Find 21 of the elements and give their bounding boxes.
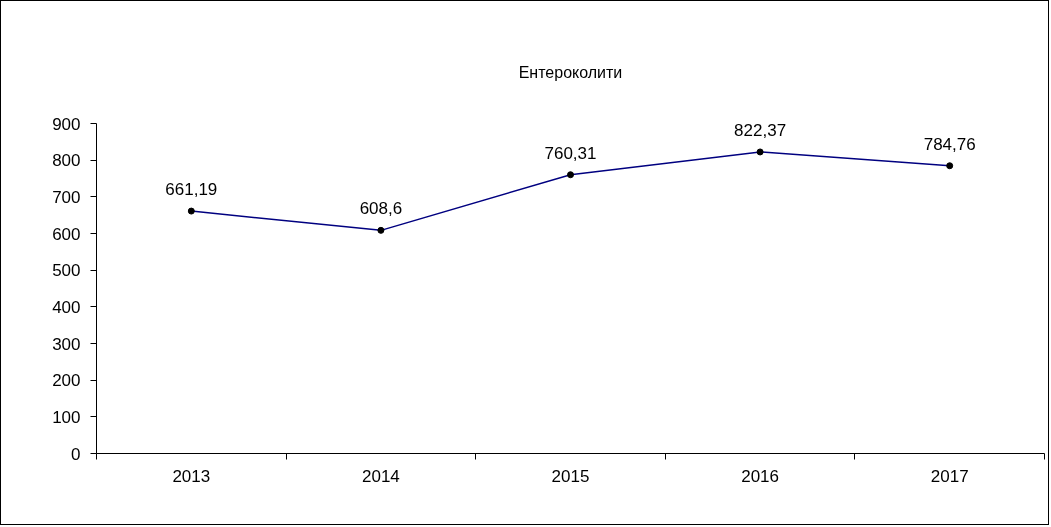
x-tick-label: 2013	[172, 466, 211, 486]
y-tick-label: 400	[52, 297, 81, 317]
y-tick-label: 0	[71, 444, 81, 464]
y-tick-label: 300	[52, 334, 81, 354]
y-tick-label: 200	[52, 371, 81, 391]
data-label: 760,31	[544, 143, 597, 163]
data-label: 784,76	[923, 134, 976, 154]
x-tick-label: 2017	[930, 466, 969, 486]
data-label: 822,37	[734, 120, 787, 140]
y-tick-label: 900	[52, 114, 81, 134]
y-tick-label: 700	[52, 187, 81, 207]
y-tick-label: 800	[52, 151, 81, 171]
y-tick-label: 500	[52, 261, 81, 281]
chart-title: Ентероколити	[518, 63, 623, 81]
y-tick-label: 600	[52, 224, 81, 244]
x-tick-label: 2016	[741, 466, 780, 486]
data-label: 661,19	[165, 180, 218, 200]
data-label: 608,6	[359, 199, 403, 219]
x-tick-label: 2014	[361, 466, 400, 486]
x-tick-label: 2015	[551, 466, 590, 486]
y-tick-label: 100	[52, 407, 81, 427]
